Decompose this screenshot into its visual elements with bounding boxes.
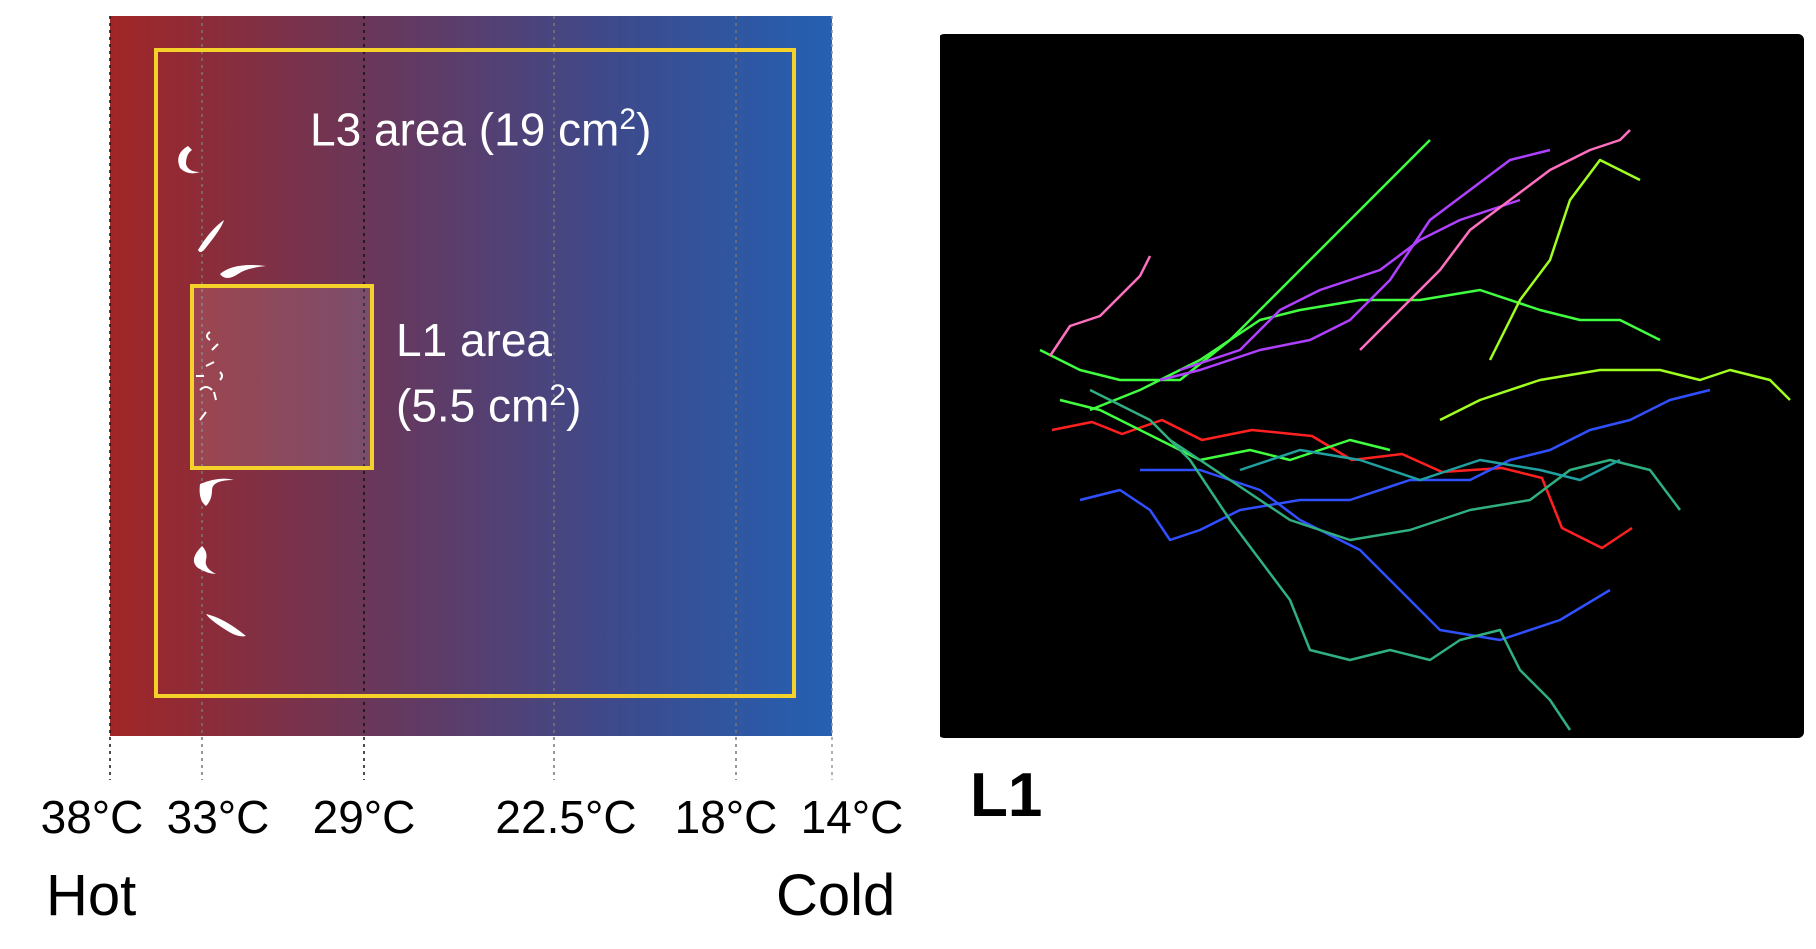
- larva-shape: [178, 146, 200, 174]
- track-green: [1039, 139, 1431, 382]
- hot-label: Hot: [46, 863, 137, 928]
- cold-label: Cold: [776, 863, 896, 928]
- temperature-gridlines: [109, 16, 833, 780]
- track-purple: [1159, 148, 1551, 382]
- track-blue: [1079, 388, 1711, 542]
- temp-tick-29: 29°C: [312, 791, 416, 843]
- track-green-3: [1059, 398, 1391, 462]
- tracks-background: [938, 34, 1804, 738]
- gradient-arena-svg: [109, 16, 833, 780]
- small-larva-shape: [199, 386, 213, 391]
- small-larva-shape: [219, 371, 223, 381]
- l3-area-label: L3 area (19 cm2): [310, 103, 652, 156]
- panel-label: L1: [970, 761, 1043, 830]
- temp-tick-18: 18°C: [674, 791, 778, 843]
- larva-shape: [193, 546, 216, 574]
- track-lines: [1039, 129, 1791, 731]
- track-pink: [1048, 255, 1152, 357]
- small-larva-shape: [199, 411, 207, 421]
- larva-shape: [199, 478, 234, 506]
- small-larva-shape: [213, 391, 217, 401]
- track-purple-2: [1179, 198, 1521, 372]
- track-red: [1051, 418, 1633, 550]
- temp-tick-14: 14°C: [800, 791, 904, 843]
- track-cyan: [1239, 448, 1621, 482]
- track-pink-2: [1359, 129, 1631, 351]
- track-teal-2: [1169, 438, 1681, 542]
- larval-tracks-panel: L1: [938, 0, 1816, 944]
- small-larva-shape: [206, 331, 211, 341]
- l3-area-border: [154, 48, 796, 698]
- l1-area-label: L1 area (5.5 cm2): [396, 314, 582, 432]
- l1-area-border: [190, 284, 374, 470]
- small-larvae-group: [196, 331, 223, 421]
- temp-tick-22-5: 22.5°C: [495, 791, 637, 843]
- larva-shape: [198, 220, 224, 252]
- temp-tick-33: 33°C: [166, 791, 270, 843]
- larva-shape: [206, 614, 246, 637]
- track-lime-2: [1488, 158, 1641, 361]
- small-larva-shape: [205, 361, 215, 367]
- larva-shape: [220, 265, 266, 278]
- larvae-group: [178, 146, 266, 637]
- track-teal: [1089, 388, 1572, 731]
- thermal-gradient-panel: L3 area (19 cm2) L1 area (5.5 cm2) 38°C …: [40, 16, 904, 928]
- tracks-svg: [938, 34, 1804, 738]
- small-larva-shape: [211, 343, 219, 351]
- gradient-arena: [110, 16, 832, 736]
- track-green-2: [1089, 288, 1661, 412]
- track-lime: [1439, 368, 1791, 422]
- temp-tick-38: 38°C: [40, 791, 144, 843]
